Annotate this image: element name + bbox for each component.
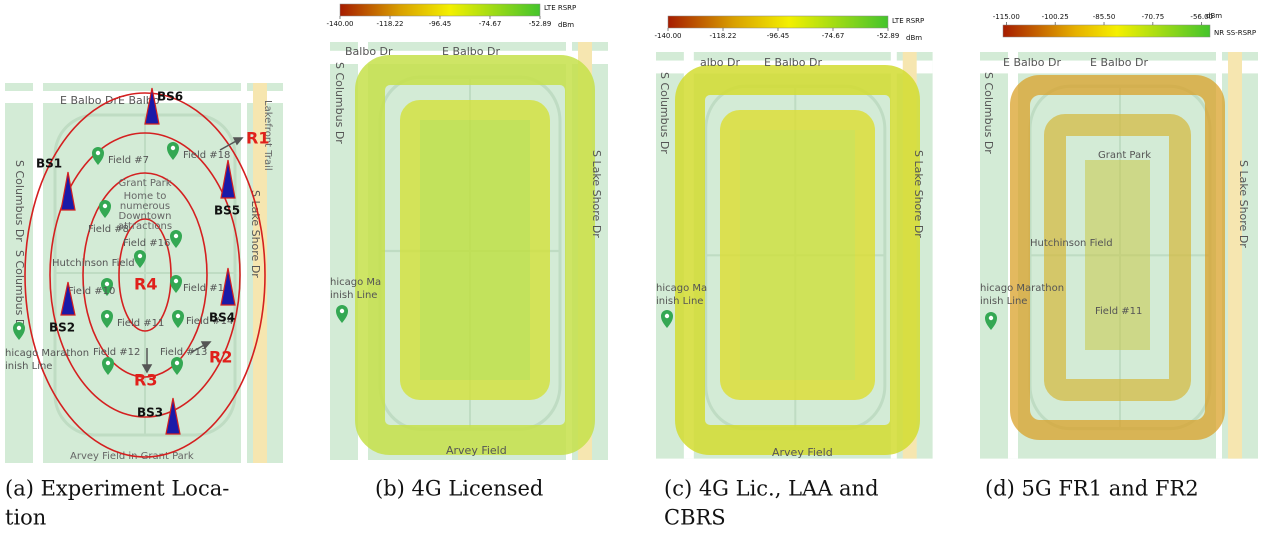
colorbar-tick-label: -118.22 [709,32,736,40]
marathon-label: hicago Marathon [980,283,1064,294]
colorbar-gradient [340,4,540,16]
marathon-label: inish Line [330,290,377,301]
colorbar-gradient [1003,25,1210,37]
region-label: R3 [134,371,157,390]
street: E Balbo Dr [1003,56,1061,69]
colorbar-unit: dBm [1206,12,1222,20]
street: S Columbus Dr [13,160,26,242]
field-label: Field #8 [88,224,129,235]
street: S Columbus Dr [982,72,995,154]
colorbar-tick-label: -140.00 [326,20,353,28]
colorbar-tick-label: -118.22 [376,20,403,28]
street: Balbo Dr [345,45,393,58]
bs-label: BS5 [214,204,240,218]
colorbar-title: LTE RSRP [544,4,576,12]
marathon-label: inish Line [5,361,52,372]
marathon-label: hicago Ma [656,283,707,294]
bs-label: BS1 [36,157,62,171]
street: E Balbo Dr [442,45,500,58]
colorbar-tick-label: -85.50 [1093,13,1116,21]
field-label: Field #10 [68,286,115,297]
colorbar-tick-label: -100.25 [1042,13,1069,21]
colorbar-tick-label: -74.67 [822,32,845,40]
park-label: Hutchinson Field [1030,238,1113,249]
colorbar-tick-label: -74.67 [479,20,502,28]
bs-label: BS3 [137,406,163,420]
street: S Columbus Dr [13,250,26,332]
marathon-label: inish Line [656,296,703,307]
street: S Columbus Dr [333,62,346,144]
street: S Lake Shore Dr [1237,160,1250,248]
panel-d: E Balbo Dr E Balbo Dr S Columbus Dr S La… [980,12,1258,501]
marathon-label: inish Line [980,296,1027,307]
street: Arvey Field [772,446,833,459]
field-label: Field #16 [123,238,170,249]
street: S Lake Shore Dr [590,150,603,238]
caption: (d) 5G FR1 and FR2 [985,477,1199,501]
colorbar-tick-label: -96.45 [429,20,452,28]
street: E Balbo Dr [1090,56,1148,69]
colorbar-tick-label: -52.89 [877,32,900,40]
colorbar-tick-label: -115.00 [993,13,1020,21]
caption: (b) 4G Licensed [375,477,543,501]
colorbar-tick-label: -52.89 [529,20,552,28]
caption: (c) 4G Lic., LAA and [664,477,879,501]
marathon-label: hicago Ma [330,277,381,288]
park-label: Grant Park [118,178,171,189]
caption: (a) Experiment Loca- [5,477,229,501]
panel-a: E Balbo Dr E Balbo S Columbus Dr S Colum… [5,83,283,530]
street: Arvey Field [446,444,507,457]
street: S Columbus Dr [658,72,671,154]
field-label: Field #12 [93,347,140,358]
field-label: Field #7 [108,155,149,166]
street: albo Dr [700,56,740,69]
bs-label: BS2 [49,321,75,335]
region-label: R2 [209,348,232,367]
colorbar-gradient [668,16,888,28]
street: E Balbo Dr [764,56,822,69]
marathon-label: hicago Marathon [5,348,89,359]
colorbar-unit: dBm [906,34,922,42]
colorbar-title: NR SS-RSRP [1214,29,1256,37]
field-label: Field #11 [117,318,164,329]
field-label: Field #13 [160,347,207,358]
street: S Lake Shore Dr [912,150,925,238]
field-label: Field #18 [183,150,230,161]
figure: E Balbo Dr E Balbo S Columbus Dr S Colum… [0,0,1266,543]
caption: tion [5,506,46,530]
colorbar-title: LTE RSRP [892,17,924,25]
park-label: Grant Park [1098,150,1151,161]
panel-b: Balbo Dr E Balbo Dr S Columbus Dr S Lake… [326,4,608,501]
colorbar-tick-label: -70.75 [1142,13,1165,21]
panel-c: albo Dr E Balbo Dr S Columbus Dr S Lake … [654,16,932,530]
colorbar-tick-label: -96.45 [767,32,790,40]
park-label: Hutchinson Field [52,258,135,269]
park-label: Field #11 [1095,306,1142,317]
region-label: R1 [246,129,269,148]
colorbar-tick-label: -140.00 [654,32,681,40]
bs-label: BS4 [209,311,235,325]
colorbar: -140.00 -118.22 -96.45 -74.67 -52.89 LTE RSRP… [326,4,576,29]
region-label: R4 [134,275,157,294]
colorbar-unit: dBm [558,21,574,29]
colorbar: -140.00 -118.22 -96.45 -74.67 -52.89 LTE RSRP… [654,16,924,42]
bs-label: BS6 [157,90,183,104]
caption: CBRS [664,506,726,530]
